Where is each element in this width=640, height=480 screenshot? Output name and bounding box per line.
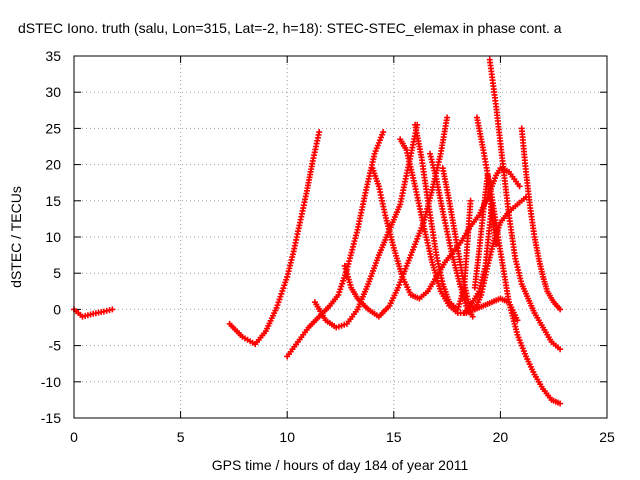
series-11 [461, 201, 495, 317]
data-point [516, 183, 523, 190]
y-tick-label: 20 [45, 157, 61, 173]
data-point [274, 302, 281, 309]
data-point [279, 287, 286, 294]
data-point [514, 317, 521, 324]
y-tick-label: 15 [45, 193, 61, 209]
data-point [341, 275, 348, 282]
data-point [469, 313, 476, 320]
data-point [109, 306, 116, 313]
data-point [281, 282, 288, 289]
y-tick-label: 30 [45, 84, 61, 100]
data-point [444, 114, 451, 121]
data-point [277, 293, 284, 300]
data-point [283, 276, 290, 283]
series-8 [412, 121, 474, 313]
y-tick-label: 0 [53, 301, 61, 317]
x-tick-label: 15 [386, 429, 402, 445]
data-point [340, 277, 347, 284]
series-13 [473, 114, 564, 407]
x-tick-label: 5 [177, 429, 185, 445]
data-point [467, 197, 474, 204]
x-axis-label: GPS time / hours of day 184 of year 2011 [212, 457, 469, 473]
data-point [282, 279, 289, 286]
data-point [275, 299, 282, 306]
data-point [336, 289, 343, 296]
y-tick-label: 35 [45, 48, 61, 64]
x-tick-label: 0 [70, 429, 78, 445]
y-tick-label: 10 [45, 229, 61, 245]
ticks: 0 5 10 15 20 25 -15 -10 -5 0 5 10 15 20 25 30 35 [41, 48, 615, 445]
data-point [338, 283, 345, 290]
y-tick-label: -10 [41, 374, 61, 390]
data-point [280, 285, 287, 292]
data-point [557, 306, 564, 313]
data-point [316, 129, 323, 136]
data-point [273, 304, 280, 311]
y-tick-label: -5 [49, 338, 62, 354]
data-point [276, 296, 283, 303]
x-tick-label: 25 [599, 429, 615, 445]
x-tick-label: 20 [493, 429, 509, 445]
y-axis-label: dSTEC / TECUs [8, 186, 24, 288]
data-point [278, 290, 285, 297]
series-0 [71, 306, 116, 320]
plot-frame [73, 55, 608, 419]
series-15 [518, 125, 564, 313]
chart-title: dSTEC Iono. truth (salu, Lon=315, Lat=-2… [18, 20, 562, 36]
y-tick-label: 5 [53, 265, 61, 281]
data-point [557, 346, 564, 353]
data-marks [71, 56, 564, 407]
data-point [337, 286, 344, 293]
data-point [339, 280, 346, 287]
y-tick-label: 25 [45, 120, 61, 136]
x-tick-label: 10 [279, 429, 295, 445]
series-14 [486, 56, 564, 353]
y-tick-label: -15 [41, 410, 61, 426]
data-point [335, 291, 342, 298]
data-point [380, 129, 387, 136]
data-point [557, 400, 564, 407]
series-1 [226, 273, 291, 348]
series-9 [427, 150, 476, 320]
series-2 [284, 129, 323, 280]
